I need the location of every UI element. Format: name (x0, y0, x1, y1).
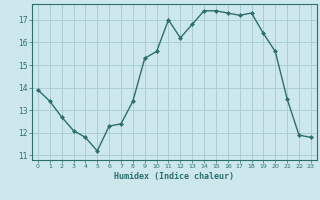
X-axis label: Humidex (Indice chaleur): Humidex (Indice chaleur) (115, 172, 234, 181)
